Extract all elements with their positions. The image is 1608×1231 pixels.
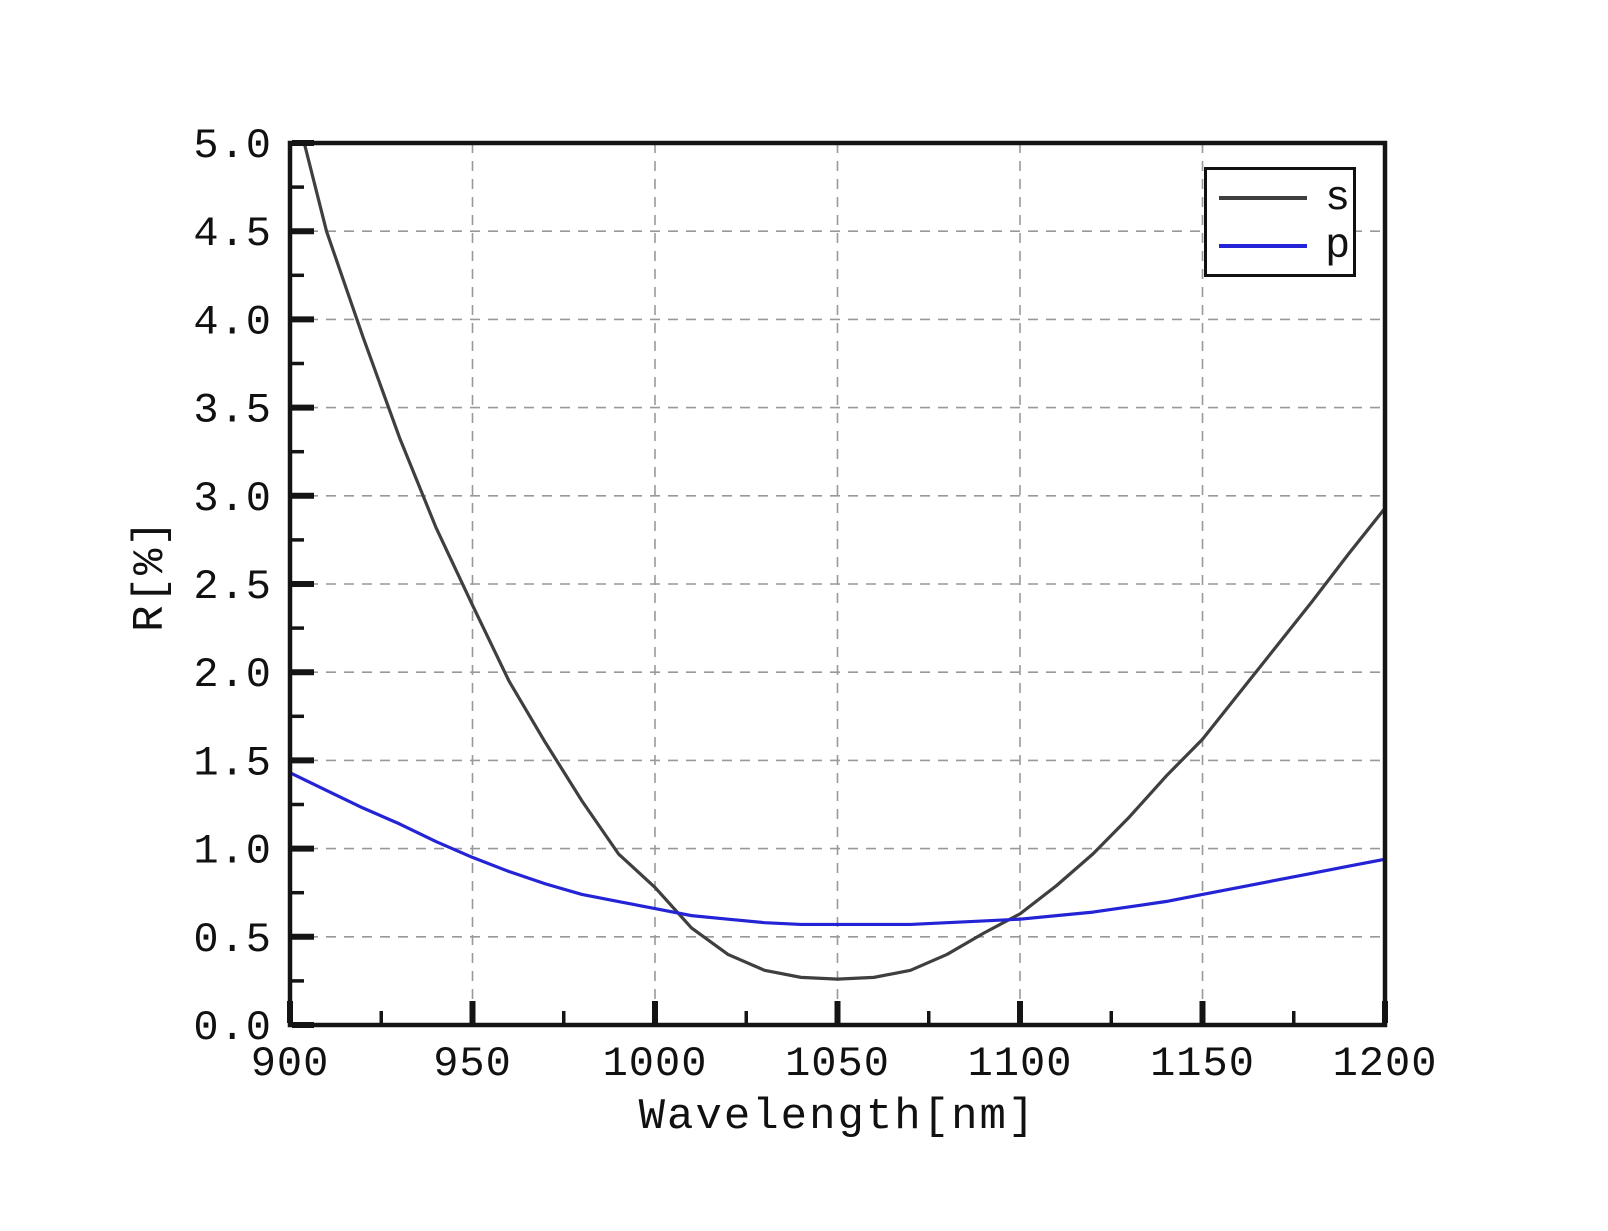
p-series-label: p (1325, 222, 1351, 271)
s-series-label: s (1325, 173, 1351, 222)
x-tick-label: 900 (251, 1040, 330, 1088)
p-series-curve (290, 771, 1385, 927)
y-tick-label: 3.0 (193, 475, 272, 523)
x-tick-label: 1150 (1150, 1040, 1255, 1088)
x-axis-title: Wavelength[nm] (638, 1092, 1037, 1142)
y-tick-label: 3.5 (193, 387, 272, 435)
plot-border (287, 140, 1388, 1028)
y-tick-label: 1.0 (193, 828, 272, 876)
p-series-line-sample (1219, 244, 1307, 249)
legend-entry-p: p (1219, 225, 1350, 267)
legend: s p (1204, 167, 1356, 277)
y-tick-label: 4.0 (193, 298, 272, 346)
x-tick-label: 1200 (1333, 1040, 1438, 1088)
legend-entry-s: s (1219, 177, 1350, 219)
y-tick-label: 5.0 (193, 122, 272, 170)
s-series-curve (302, 143, 1385, 981)
y-tick-label: 1.5 (193, 739, 272, 787)
x-tick-label: 1100 (968, 1040, 1073, 1088)
y-tick-label: 2.5 (193, 563, 272, 611)
s-series-line-sample (1219, 195, 1307, 200)
y-tick-label: 0.0 (193, 1004, 272, 1052)
y-tick-label: 4.5 (193, 210, 272, 258)
y-tick-label: 0.5 (193, 916, 272, 964)
x-tick-label: 950 (433, 1040, 512, 1088)
y-axis-title: R[%] (126, 518, 176, 632)
y-tick-label: 2.0 (193, 651, 272, 699)
x-tick-label: 1050 (785, 1040, 890, 1088)
x-tick-label: 1000 (603, 1040, 708, 1088)
